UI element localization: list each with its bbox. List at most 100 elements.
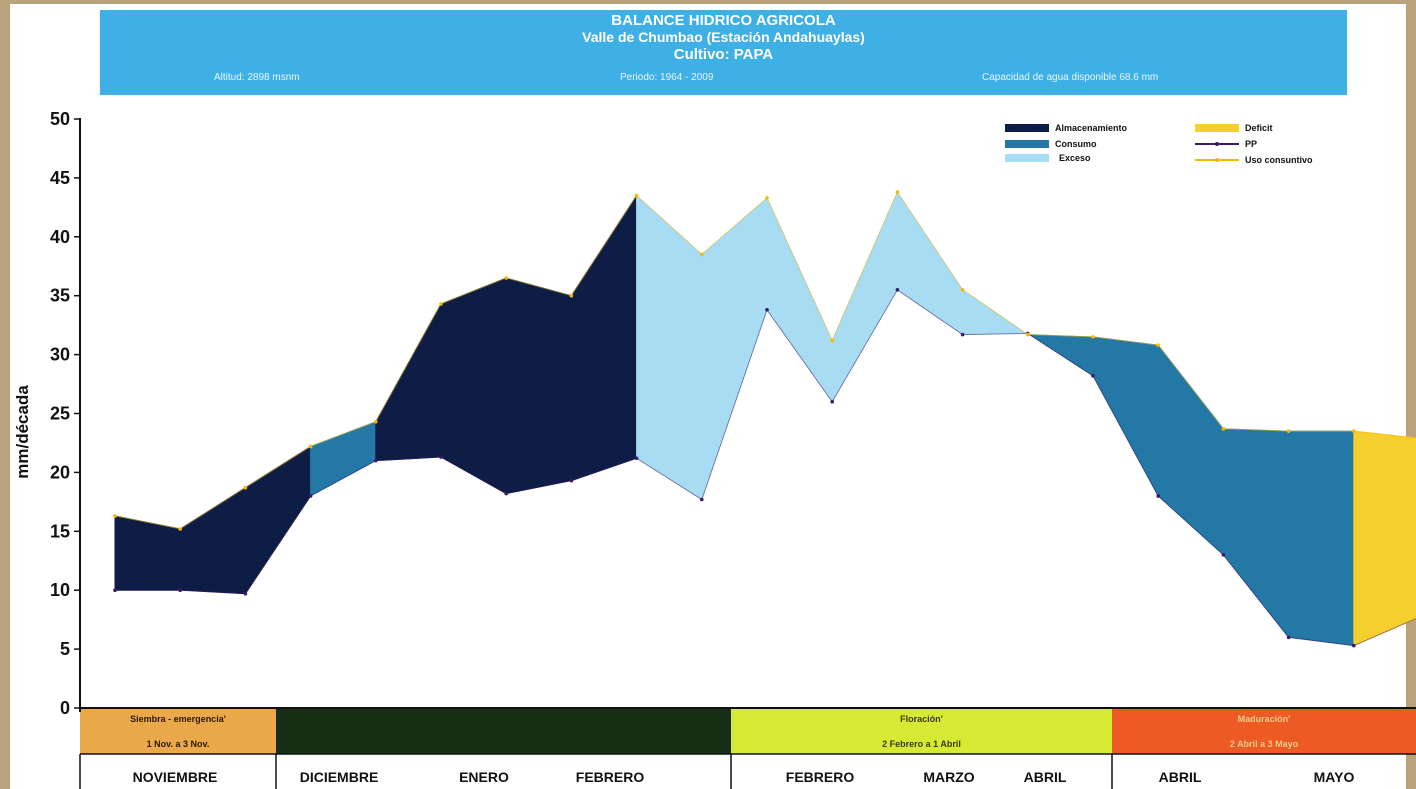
area-exceso-segment xyxy=(636,194,703,501)
uso-consuntivo-series-point xyxy=(308,444,313,449)
month-label: MAYO xyxy=(1314,769,1355,785)
uso-consuntivo-series-point xyxy=(830,338,834,343)
uso-consuntivo-series-point xyxy=(504,276,509,280)
altitude-label: Altitud: 2898 msnm xyxy=(214,72,300,83)
uso-consuntivo-series-point xyxy=(700,252,704,257)
area-deficit-segment xyxy=(1353,430,1416,647)
phase-dates-0: 1 Nov. a 3 Nov. xyxy=(147,739,210,749)
uso-consuntivo-series-point xyxy=(178,527,182,531)
area-exceso-segment xyxy=(766,197,833,404)
phase-dates-3: 2 Abril a 3 Mayo xyxy=(1230,739,1299,749)
uso-consuntivo-series-line xyxy=(114,191,1416,530)
area-almacenamiento-segment xyxy=(570,193,638,482)
pp-series-point xyxy=(960,332,965,337)
phase-dates-2: 2 Febrero a 1 Abril xyxy=(882,739,961,749)
legend-swatch xyxy=(1005,140,1049,148)
y-tick-label: 10 xyxy=(50,580,70,600)
pp-series-point xyxy=(1352,643,1356,648)
y-tick-label: 25 xyxy=(50,404,70,424)
pp-series-point xyxy=(830,399,834,404)
month-label: FEBRERO xyxy=(576,769,645,785)
legend-marker xyxy=(1215,142,1219,146)
area-almacenamiento-segment xyxy=(179,486,246,595)
legend-label: Almacenamiento xyxy=(1055,123,1128,133)
y-tick-label: 15 xyxy=(50,521,70,541)
month-label: ENERO xyxy=(459,769,509,785)
capacity-label: Capacidad de agua disponible 68.6 mm xyxy=(982,72,1159,83)
uso-consuntivo-series-point xyxy=(1026,332,1030,337)
area-almacenamiento-segment xyxy=(440,277,507,495)
area-consumo-segment xyxy=(310,421,377,497)
uso-consuntivo-series-point xyxy=(960,288,965,292)
area-consumo-segment xyxy=(1222,428,1290,639)
y-tick-label: 5 xyxy=(60,639,70,659)
phase-bar-1 xyxy=(276,708,731,754)
y-tick-label: 0 xyxy=(60,698,70,718)
area-almacenamiento-segment xyxy=(375,302,442,462)
pp-series-point xyxy=(308,494,313,498)
pp-series-point xyxy=(374,458,378,463)
uso-consuntivo-series-point xyxy=(1221,427,1226,431)
chart-header: BALANCE HIDRICO AGRICOLA Valle de Chumba… xyxy=(100,10,1347,95)
phase-label-0: Siembra - emergencia' xyxy=(130,714,226,724)
month-label: FEBRERO xyxy=(786,769,855,785)
month-label: ABRIL xyxy=(1159,769,1202,785)
area-consumo-segment xyxy=(1288,430,1355,647)
y-tick-label: 50 xyxy=(50,109,70,129)
legend-label: Consumo xyxy=(1055,139,1097,149)
pp-series-point xyxy=(1286,635,1291,640)
legend-swatch xyxy=(1005,124,1049,132)
legend-swatch xyxy=(1005,154,1049,162)
phase-bar-0 xyxy=(80,708,276,754)
pp-series-point xyxy=(243,591,248,596)
y-tick-label: 20 xyxy=(50,462,70,482)
month-label: ABRIL xyxy=(1024,769,1067,785)
pp-series-point xyxy=(439,455,443,459)
pp-series-point xyxy=(895,288,900,292)
legend-label: Exceso xyxy=(1059,153,1091,163)
uso-consuntivo-series-point xyxy=(765,196,769,200)
phase-bar-2 xyxy=(731,708,1112,754)
y-tick-label: 40 xyxy=(50,227,70,247)
uso-consuntivo-series-point xyxy=(1286,429,1291,433)
area-exceso-segment xyxy=(701,196,768,500)
uso-consuntivo-series-point xyxy=(569,293,574,298)
uso-consuntivo-series-point xyxy=(113,514,117,518)
pp-series-point xyxy=(1221,553,1226,557)
uso-consuntivo-series-point xyxy=(895,190,900,194)
phase-label-3: Maduración' xyxy=(1238,714,1291,724)
legend-label: PP xyxy=(1245,139,1257,149)
legend-label: Uso consuntivo xyxy=(1245,155,1313,165)
pp-series-point xyxy=(1091,374,1095,378)
pp-series-point xyxy=(634,456,639,461)
phase-bar-3 xyxy=(1112,708,1416,754)
legend: Almacenamiento Consumo Exceso Deficit PP Uso … xyxy=(1005,123,1313,165)
legend-swatch xyxy=(1195,124,1239,132)
area-exceso-segment xyxy=(896,190,964,336)
phase-label-2: Floración' xyxy=(900,714,943,724)
area-consumo-segment xyxy=(1092,336,1159,497)
area-fills xyxy=(114,190,1416,647)
uso-consuntivo-series-point xyxy=(243,485,248,490)
uso-consuntivo-series-point xyxy=(439,302,443,306)
chart-title: BALANCE HIDRICO AGRICOLA xyxy=(611,12,836,29)
uso-consuntivo-series-point xyxy=(634,193,639,198)
month-label: NOVIEMBRE xyxy=(133,769,218,785)
area-consumo-segment xyxy=(1157,343,1224,556)
pp-series-point xyxy=(1156,494,1160,498)
pp-series-point xyxy=(113,588,117,592)
crop-label: Cultivo: PAPA xyxy=(673,46,774,63)
month-label: MARZO xyxy=(923,769,974,785)
uso-consuntivo-series-point xyxy=(1091,335,1095,339)
month-label: DICIEMBRE xyxy=(300,769,379,785)
pp-series-point xyxy=(700,497,704,502)
y-tick-label: 30 xyxy=(50,345,70,365)
y-axis-label: mm/década xyxy=(13,385,32,479)
legend-label: Deficit xyxy=(1245,123,1273,133)
uso-consuntivo-series-point xyxy=(1156,343,1160,347)
chart-subtitle: Valle de Chumbao (Estación Andahuaylas) xyxy=(582,29,865,45)
y-tick-label: 45 xyxy=(50,168,70,188)
pp-series-line xyxy=(115,289,1416,646)
uso-consuntivo-series-point xyxy=(1352,429,1356,433)
